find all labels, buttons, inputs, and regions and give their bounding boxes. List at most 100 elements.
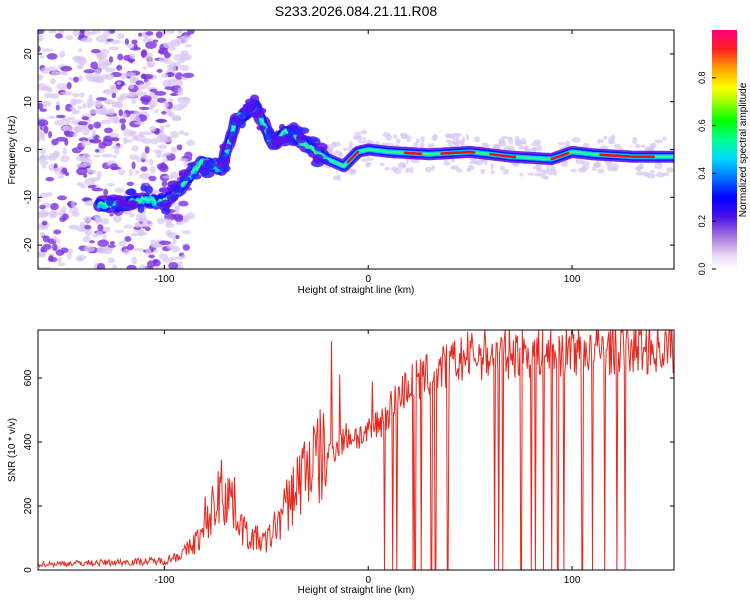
ridge-blob <box>296 132 305 141</box>
noise-blob <box>456 168 463 173</box>
noise-blob <box>46 53 58 60</box>
noise-blob <box>96 52 103 57</box>
noise-blob <box>357 140 367 144</box>
noise-blob <box>641 144 646 149</box>
noise-blob <box>415 138 420 144</box>
noise-blob <box>365 161 371 168</box>
noise-blob <box>140 151 147 160</box>
spectrogram-ylabel: Frequency (Hz) <box>7 116 18 185</box>
noise-blob <box>149 239 157 248</box>
noise-blob <box>118 109 124 117</box>
ridge-peak <box>489 153 517 159</box>
noise-blob <box>116 65 123 71</box>
noise-blob <box>87 31 96 36</box>
noise-blob <box>88 94 93 102</box>
snr-frame <box>37 329 675 571</box>
noise-blob <box>642 171 648 177</box>
noise-blob <box>52 167 60 172</box>
noise-blob <box>98 142 107 149</box>
noise-blob <box>147 63 155 69</box>
noise-blob <box>176 256 185 260</box>
noise-blob <box>561 161 568 167</box>
y-tick-label: 0 <box>23 146 34 152</box>
x-tick-label: 100 <box>564 575 581 586</box>
noise-blob <box>55 114 66 119</box>
noise-blob <box>77 65 83 69</box>
noise-blob <box>347 169 357 176</box>
noise-blob <box>137 83 148 90</box>
noise-blob <box>451 132 460 140</box>
noise-blob <box>83 245 95 252</box>
noise-blob <box>348 140 353 148</box>
noise-blob <box>155 31 163 39</box>
noise-blob <box>165 123 171 128</box>
noise-blob <box>157 217 165 224</box>
noise-blob <box>152 259 161 267</box>
noise-blob <box>46 66 58 72</box>
noise-blob <box>96 97 107 102</box>
noise-blob <box>69 106 75 110</box>
noise-blob <box>178 130 185 135</box>
spectrogram-xlabel: Height of straight line (km) <box>298 285 415 296</box>
noise-blob <box>161 110 167 115</box>
noise-blob <box>83 215 93 223</box>
noise-blob <box>185 212 195 220</box>
noise-blob <box>78 48 83 53</box>
colorbar-ticks: 0.0 0.2 0.4 0.6 0.8 <box>697 72 716 275</box>
ridge-blob <box>304 148 312 154</box>
noise-blob <box>109 240 116 245</box>
noise-blob <box>172 114 182 122</box>
noise-blob <box>184 44 192 48</box>
colorbar-tick-label: 0.8 <box>697 72 707 85</box>
noise-blob <box>86 98 95 107</box>
noise-blob <box>431 165 436 171</box>
noise-blob <box>48 255 54 261</box>
noise-blob <box>73 76 79 83</box>
noise-blob <box>74 55 86 64</box>
noise-blob <box>170 171 179 180</box>
ridge-peak <box>599 153 655 158</box>
noise-blob <box>131 145 139 152</box>
noise-blob <box>102 226 111 233</box>
noise-blob <box>60 155 70 163</box>
ridge-blob <box>178 169 192 178</box>
noise-blob <box>61 167 68 174</box>
noise-blob <box>83 158 92 167</box>
noise-blob <box>72 132 78 137</box>
noise-blob <box>499 165 505 171</box>
noise-blob <box>579 167 589 171</box>
noise-blob <box>56 238 61 244</box>
spectrogram-heatmap <box>38 30 674 269</box>
noise-blob <box>131 135 139 141</box>
noise-blob <box>109 132 119 138</box>
noise-blob <box>95 100 102 108</box>
x-tick-label: -100 <box>154 575 174 586</box>
noise-blob <box>597 168 605 174</box>
noise-blob <box>65 35 74 41</box>
noise-blob <box>571 137 581 143</box>
noise-blob <box>379 162 385 167</box>
noise-blob <box>40 100 52 108</box>
colorbar-tick-label: 0.4 <box>697 167 707 180</box>
noise-blob <box>97 239 109 247</box>
noise-blob <box>123 248 131 255</box>
noise-blob <box>127 94 136 98</box>
noise-blob <box>337 174 342 181</box>
noise-blob <box>182 244 190 251</box>
noise-blob <box>103 188 109 196</box>
noise-blob <box>81 116 90 121</box>
noise-blob <box>178 103 188 108</box>
noise-blob <box>141 131 153 136</box>
noise-blob <box>164 52 171 59</box>
noise-blob <box>68 248 73 254</box>
ridge-blob <box>125 189 136 196</box>
x-tick-label: -100 <box>154 274 174 285</box>
noise-blob <box>150 166 156 174</box>
noise-blob <box>506 136 513 140</box>
ridge-blob <box>256 107 267 114</box>
noise-blob <box>57 262 66 267</box>
noise-blob <box>40 248 48 253</box>
noise-blob <box>148 175 157 182</box>
ridge-blob <box>237 118 246 129</box>
